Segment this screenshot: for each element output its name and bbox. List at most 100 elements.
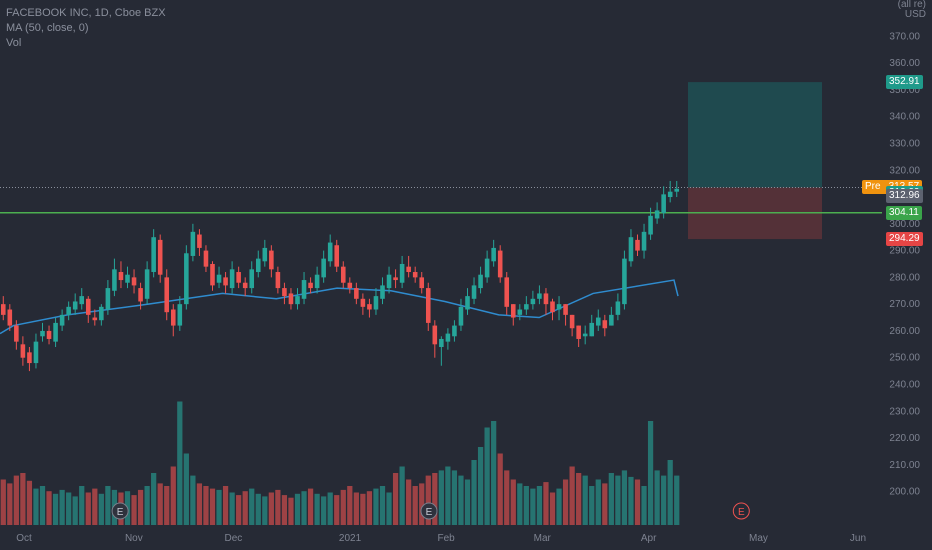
- candle-body: [210, 263, 215, 286]
- candle-body: [393, 277, 398, 281]
- volume-bar: [419, 483, 425, 525]
- candle-body: [360, 298, 366, 307]
- volume-bar: [46, 491, 52, 525]
- candle-body: [439, 338, 444, 347]
- volume-bar: [275, 489, 281, 525]
- volume-bar: [288, 497, 294, 525]
- volume-bar: [209, 488, 216, 525]
- candle-body: [177, 304, 183, 326]
- candle-body: [184, 253, 189, 305]
- price-tag-target: 352.91: [886, 75, 923, 90]
- volume-bar: [392, 473, 399, 525]
- candle-body: [118, 272, 124, 281]
- y-tick-label: 330.00: [889, 138, 920, 149]
- candle-body: [249, 269, 255, 289]
- legend-volume[interactable]: Vol: [6, 37, 22, 49]
- candle-body: [0, 304, 6, 315]
- volume-bar: [216, 489, 222, 525]
- candle-body: [367, 304, 372, 310]
- candle-body: [14, 325, 19, 342]
- volume-bar: [137, 489, 144, 525]
- candle-body: [46, 330, 52, 339]
- volume-bar: [576, 473, 582, 525]
- volume-bar: [314, 493, 320, 525]
- volume-bar: [157, 483, 163, 525]
- candle-body: [308, 282, 313, 289]
- volume-bar: [471, 460, 477, 525]
- candle-body: [157, 239, 163, 275]
- legend-symbol[interactable]: FACEBOOK INC, 1D, Cboe BZX: [6, 7, 166, 19]
- candle-body: [282, 288, 287, 297]
- candle-body: [151, 237, 156, 273]
- x-tick-label: Mar: [534, 533, 552, 544]
- volume-bar: [321, 496, 327, 525]
- volume-bar: [464, 479, 471, 525]
- volume-bar: [151, 473, 157, 525]
- candle-body: [432, 325, 438, 345]
- candle-body: [569, 314, 575, 329]
- y-tick-label: 240.00: [889, 379, 920, 390]
- target-zone: [688, 82, 822, 188]
- volume-bar: [203, 486, 209, 525]
- axis-unit: (all re) USD: [898, 0, 926, 20]
- volume-bar: [307, 488, 314, 525]
- volume-bar: [412, 486, 418, 525]
- candle-body: [399, 263, 405, 283]
- ma-line: [0, 279, 679, 335]
- earnings-marker-label: E: [738, 507, 745, 518]
- volume-bar: [595, 479, 601, 525]
- volume-bar: [170, 466, 176, 525]
- y-tick-label: 200.00: [889, 487, 920, 498]
- volume-bar: [59, 489, 65, 525]
- volume-bar: [510, 479, 516, 525]
- volume-bar: [543, 482, 549, 525]
- candle-body: [99, 306, 104, 321]
- candle-body: [661, 194, 666, 214]
- volume-bar: [445, 466, 451, 525]
- candle-body: [419, 277, 425, 289]
- volume-bar: [131, 495, 137, 525]
- candle-body: [550, 301, 555, 313]
- candle-body: [190, 231, 196, 256]
- earnings-marker: [732, 502, 750, 520]
- candle-body: [563, 304, 568, 315]
- legend-ma[interactable]: MA (50, close, 0): [6, 22, 89, 34]
- volume-bar: [491, 421, 497, 525]
- volume-bar: [373, 488, 379, 525]
- candle-body: [53, 322, 58, 342]
- candle-body: [7, 309, 13, 326]
- candle-body: [458, 306, 464, 326]
- volume-bar: [301, 491, 307, 525]
- candle-body: [471, 285, 477, 299]
- y-tick-label: 340.00: [889, 112, 920, 123]
- volume-bar: [26, 480, 33, 525]
- candle-body: [314, 274, 320, 289]
- candle-body: [589, 322, 595, 337]
- candle-body: [144, 269, 150, 299]
- volume-bar: [386, 492, 392, 525]
- candle-body: [667, 191, 673, 198]
- candle-body: [373, 296, 379, 310]
- volume-bar: [98, 493, 104, 525]
- candle-body: [497, 250, 503, 278]
- volume-bar: [340, 489, 346, 525]
- y-tick-label: 290.00: [889, 246, 920, 257]
- volume-bar: [183, 453, 189, 525]
- volume-bar: [556, 488, 562, 525]
- candle-body: [478, 274, 483, 289]
- y-tick-label: 370.00: [889, 31, 920, 42]
- candle-body: [510, 304, 516, 318]
- x-tick-label: Feb: [438, 533, 456, 544]
- volume-bar: [425, 475, 431, 525]
- candle-body: [72, 301, 78, 310]
- y-tick-label: 220.00: [889, 433, 920, 444]
- volume-bar: [7, 483, 13, 525]
- volume-bar: [523, 486, 529, 525]
- volume-bar: [674, 475, 680, 525]
- y-tick-label: 300.00: [889, 219, 920, 230]
- volume-bar: [327, 492, 333, 525]
- candle-body: [635, 239, 640, 251]
- candle-body: [105, 288, 111, 310]
- volume-bar: [222, 486, 229, 525]
